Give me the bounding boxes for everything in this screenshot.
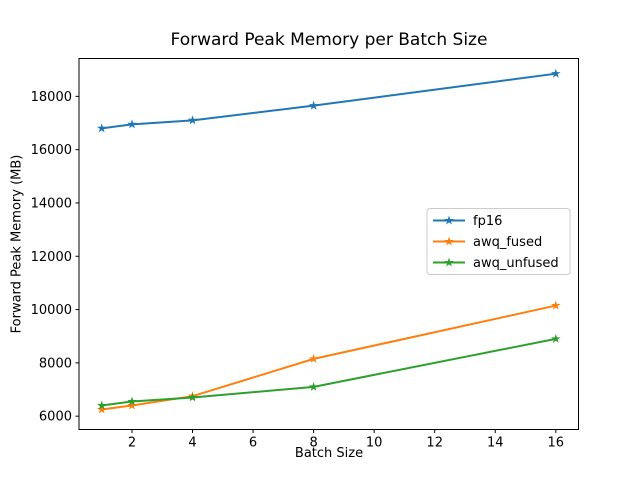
x-tick-label: 8: [309, 436, 317, 451]
x-tick-label: 16: [548, 436, 565, 451]
data-point-marker-awq_unfused: [187, 392, 198, 402]
data-point-marker-awq_unfused: [551, 333, 561, 343]
y-tick-label: 6000: [39, 410, 72, 425]
y-tick-label: 12000: [31, 250, 72, 265]
series-line-fp16: [100, 72, 557, 130]
data-point-marker-awq_unfused: [127, 396, 137, 406]
axes-frame: [78, 58, 579, 430]
data-point-marker-awq_unfused: [96, 400, 107, 410]
legend-label-fp16: fp16: [473, 214, 502, 229]
data-point-marker-fp16: [187, 115, 198, 125]
data-point-marker-awq_fused: [96, 404, 107, 414]
legend-box: [426, 208, 571, 275]
y-tick-label: 8000: [39, 356, 72, 371]
legend-marker-fp16: [444, 215, 454, 225]
chart-title: Forward Peak Memory per Batch Size: [170, 30, 488, 50]
data-point-marker-awq_fused: [308, 353, 319, 363]
series-line-awq_fused: [100, 304, 557, 411]
y-tick-label: 16000: [31, 143, 72, 158]
y-tick-label: 18000: [31, 90, 72, 105]
x-tick-label: 6: [249, 436, 257, 451]
data-point-marker-awq_fused: [551, 300, 561, 310]
legend-marker-awq_unfused: [444, 257, 454, 267]
x-tick-label: 12: [426, 436, 443, 451]
data-point-marker-fp16: [551, 68, 561, 78]
data-point-marker-awq_fused: [127, 400, 137, 410]
series-line-awq_unfused: [100, 337, 557, 407]
x-tick-label: 2: [128, 436, 136, 451]
data-point-marker-fp16: [127, 119, 137, 129]
data-point-marker-awq_unfused: [308, 381, 319, 391]
y-axis-label: Forward Peak Memory (MB): [9, 154, 25, 334]
legend-label-awq_unfused: awq_unfused: [473, 256, 559, 271]
data-point-marker-fp16: [308, 100, 319, 110]
x-tick-label: 4: [188, 436, 196, 451]
x-tick-label: 14: [487, 436, 504, 451]
y-tick-label: 14000: [31, 196, 72, 211]
data-point-marker-fp16: [96, 123, 107, 133]
x-tick-label: 10: [366, 436, 383, 451]
legend-marker-awq_fused: [444, 236, 454, 246]
y-tick-label: 10000: [31, 303, 72, 318]
x-axis-label: Batch Size: [294, 446, 364, 461]
legend-label-awq_fused: awq_fused: [473, 235, 542, 250]
